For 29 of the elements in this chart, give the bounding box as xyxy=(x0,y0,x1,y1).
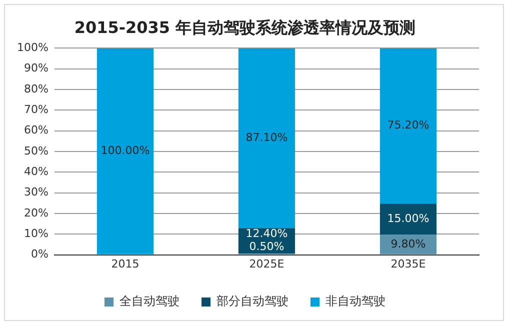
legend-label: 非自动驾驶 xyxy=(326,294,386,308)
y-tick-label: 50% xyxy=(24,144,48,158)
legend-label: 部分自动驾驶 xyxy=(216,294,288,308)
y-tick-label: 30% xyxy=(24,186,48,199)
data-label: 87.10% xyxy=(246,131,288,144)
y-tick-label: 20% xyxy=(24,206,48,220)
x-tick-label: 2035E xyxy=(390,257,426,270)
x-tick-label: 2015 xyxy=(111,257,140,270)
data-label: 0.50% xyxy=(249,240,284,254)
y-tick-label: 70% xyxy=(24,103,48,116)
y-tick-label: 40% xyxy=(24,165,48,178)
legend-label: 全自动驾驶 xyxy=(120,294,180,308)
y-tick-label: 90% xyxy=(24,62,48,75)
bar xyxy=(380,48,437,204)
bar xyxy=(238,48,296,228)
y-tick-label: 10% xyxy=(24,227,48,240)
chart-title: 2015-2035 年自动驾驶系统渗透率情况及预测 xyxy=(74,18,416,37)
x-tick-label: 2025E xyxy=(249,257,284,270)
y-tick-label: 100% xyxy=(16,41,48,54)
data-label: 9.80% xyxy=(390,237,426,250)
y-tick-label: 60% xyxy=(24,124,48,137)
data-label: 12.40% xyxy=(246,227,288,240)
data-label: 100.00% xyxy=(100,144,150,158)
bar xyxy=(380,204,437,235)
data-label: 75.20% xyxy=(387,118,430,132)
y-tick-label: 80% xyxy=(24,82,48,96)
data-label: 15.00% xyxy=(387,212,430,225)
bar xyxy=(96,48,154,254)
y-tick-label: 0% xyxy=(30,248,48,261)
